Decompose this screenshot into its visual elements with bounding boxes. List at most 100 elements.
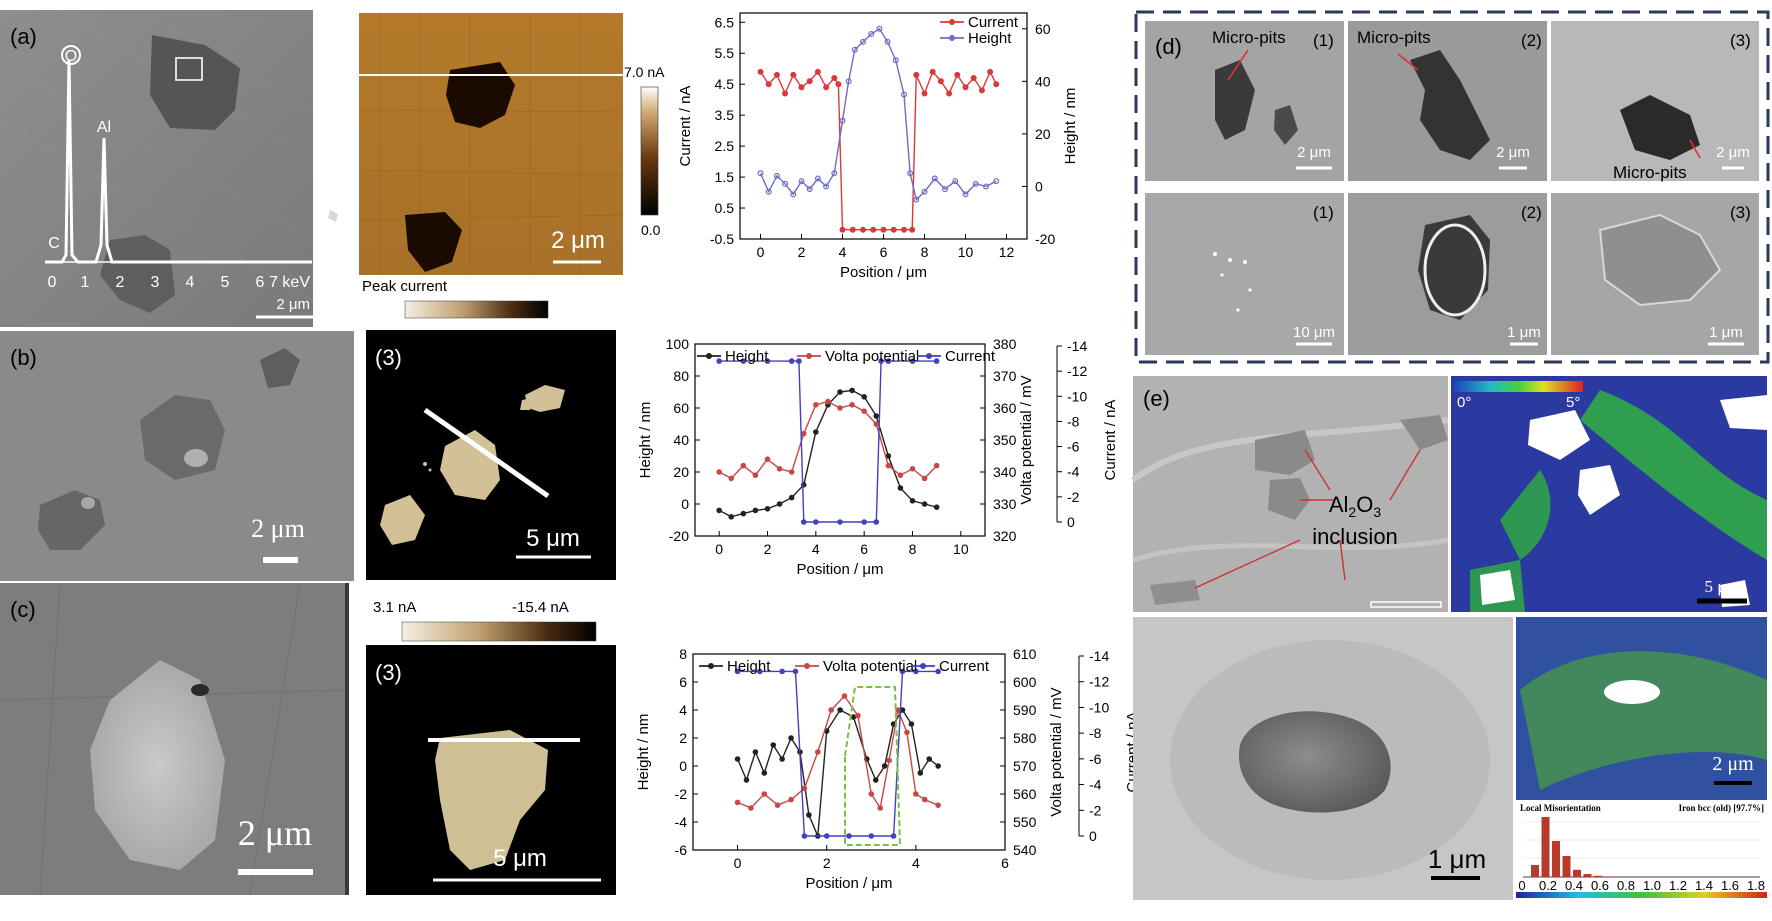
- data-point: [813, 429, 819, 435]
- map-c-scale: 5 μm: [493, 845, 547, 872]
- y2-tick-label: 20: [1035, 126, 1051, 142]
- data-point: [909, 465, 916, 472]
- data-point: [823, 183, 830, 190]
- edx-axis-labels: 0 1 2 3 4 5 6 7 keV: [48, 274, 311, 291]
- y-tick-label: 4.5: [715, 76, 735, 92]
- hist-tick-label: 1.8: [1747, 878, 1765, 893]
- series-line-2: [719, 360, 937, 523]
- y3-tick-label: -10: [1089, 699, 1109, 715]
- data-point: [837, 707, 843, 713]
- hist-tick-label: 1.0: [1643, 878, 1661, 893]
- y3-tick-label: -10: [1067, 388, 1087, 404]
- data-point: [868, 833, 875, 839]
- data-point: [952, 178, 959, 185]
- micro-pits-label: Micro-pits: [1613, 163, 1687, 182]
- data-point: [806, 78, 813, 85]
- data-point: [835, 81, 842, 88]
- data-point: [716, 469, 722, 475]
- data-point: [876, 25, 883, 32]
- data-point: [897, 472, 904, 479]
- kam-max: 5°: [1566, 394, 1580, 411]
- y-tick-label: 2: [679, 730, 687, 746]
- edx-tick: 1: [81, 274, 90, 291]
- image-tag: (2): [1521, 203, 1542, 222]
- data-point: [757, 68, 764, 75]
- data-point: [861, 393, 867, 400]
- x-tick-label: 4: [812, 541, 820, 557]
- volta-map-b: [366, 330, 616, 580]
- x-tick-label: 8: [921, 244, 929, 260]
- panel-d-images: [1145, 21, 1759, 355]
- data-point: [734, 756, 741, 762]
- data-point: [933, 462, 940, 469]
- panel-d-frame: [1134, 10, 1770, 364]
- scale-label: 1 μm: [1709, 324, 1743, 341]
- data-point: [873, 421, 880, 427]
- y-tick-label: -6: [675, 842, 688, 858]
- data-point: [993, 178, 1000, 185]
- legend-label: Current: [939, 658, 990, 675]
- data-point: [962, 191, 969, 198]
- y-tick-label: 0: [679, 758, 687, 774]
- panel-label-d: (d): [1155, 34, 1182, 59]
- y-tick-label: 3.5: [715, 107, 735, 123]
- x-tick-label: 6: [1001, 855, 1009, 871]
- data-point: [728, 513, 735, 520]
- data-point: [880, 226, 887, 233]
- data-point: [765, 81, 772, 88]
- sem-image-b: [0, 331, 354, 581]
- data-point: [978, 87, 985, 94]
- scale-label: 2 μm: [1297, 144, 1331, 161]
- y2-axis-label: Height / nm: [1062, 88, 1079, 165]
- data-point: [872, 777, 879, 783]
- inclusion-label: inclusion: [1312, 524, 1398, 549]
- y-tick-label: 40: [673, 432, 689, 448]
- edx-tick: 3: [151, 274, 160, 291]
- data-point: [823, 84, 830, 91]
- data-point: [870, 226, 877, 233]
- y3-tick-label: -8: [1089, 725, 1102, 741]
- data-point: [798, 84, 805, 91]
- sem-c-scale: 2 μm: [238, 813, 312, 853]
- data-point: [982, 183, 989, 190]
- sem-image-a: [0, 9, 338, 327]
- y-tick-label: -4: [675, 814, 688, 830]
- micro-pits-label: Micro-pits: [1357, 28, 1431, 47]
- data-point: [921, 501, 928, 507]
- edx-tick: 6: [256, 274, 265, 291]
- y-tick-label: 60: [673, 400, 689, 416]
- data-point: [814, 175, 821, 182]
- y2-tick-label: 40: [1035, 73, 1051, 89]
- data-point: [806, 812, 812, 818]
- data-point: [814, 68, 821, 75]
- image-tag: (3): [1730, 203, 1751, 222]
- panel-e-sem-bottom: [1133, 617, 1513, 900]
- data-point: [993, 81, 1000, 88]
- data-point: [849, 401, 855, 408]
- data-point: [921, 188, 928, 195]
- y-tick-label: 6.5: [715, 14, 735, 30]
- histogram-bar: [1583, 874, 1592, 877]
- legend-marker: [926, 353, 932, 359]
- data-point: [813, 519, 819, 525]
- data-point: [885, 358, 892, 364]
- edx-c-label: C: [48, 235, 60, 252]
- hist-tick-label: 0.2: [1539, 878, 1557, 893]
- x-tick-label: 4: [912, 855, 920, 871]
- micro-pits-labels: Micro-pits Micro-pits Micro-pits: [1212, 28, 1687, 182]
- y2-tick-label: 610: [1013, 646, 1037, 662]
- data-point: [859, 38, 866, 45]
- data-point: [892, 57, 899, 64]
- y-tick-label: 2.5: [715, 138, 735, 154]
- data-point: [917, 770, 924, 776]
- data-point: [987, 68, 994, 75]
- data-point: [752, 749, 759, 755]
- legend-marker: [708, 663, 714, 669]
- data-point: [886, 757, 892, 764]
- data-point: [935, 668, 941, 675]
- data-point: [788, 735, 794, 741]
- y-tick-label: 20: [673, 464, 689, 480]
- y3-tick-label: -8: [1067, 413, 1080, 429]
- y2-tick-label: 60: [1035, 21, 1051, 37]
- data-point: [913, 791, 919, 797]
